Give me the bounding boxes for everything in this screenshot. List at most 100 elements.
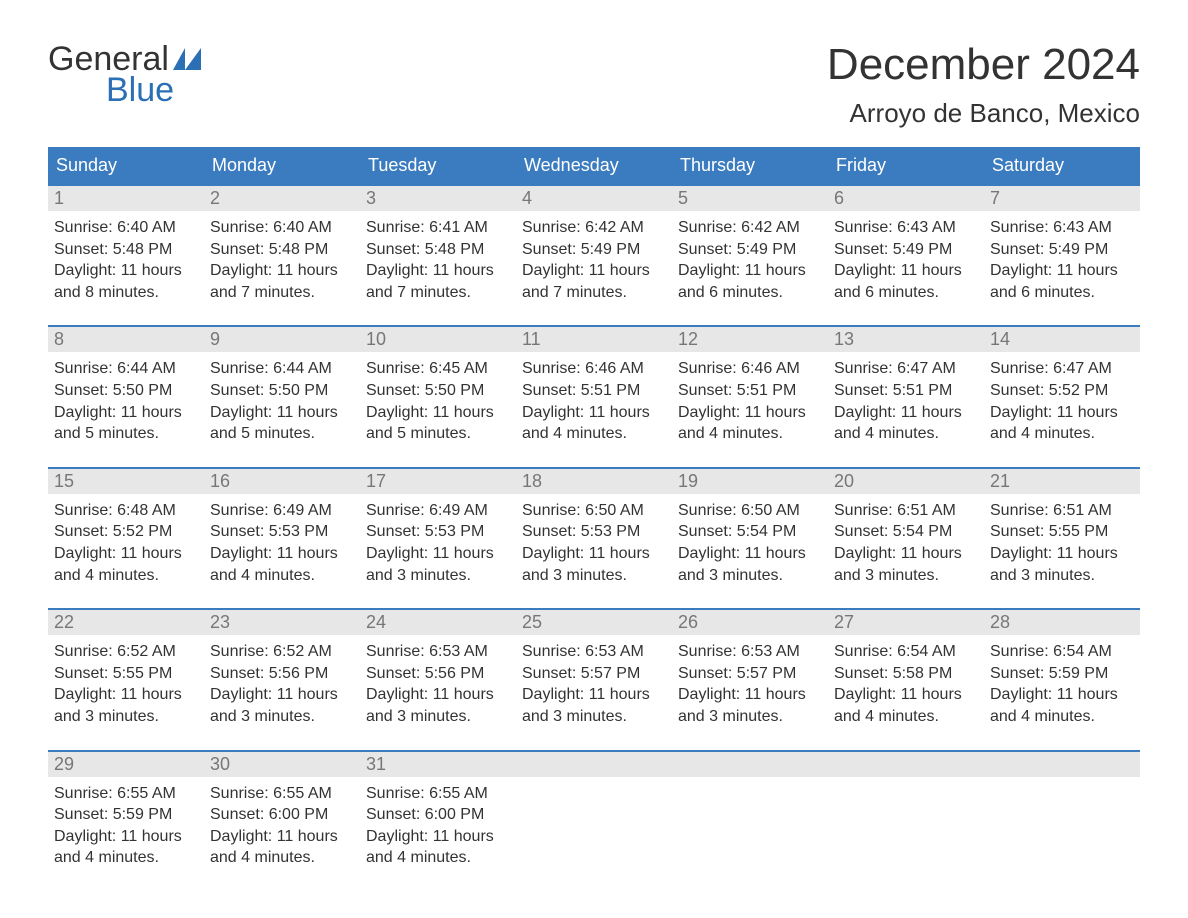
day-number: 7 [984, 186, 1140, 211]
page-title: December 2024 [827, 40, 1140, 90]
day-cell: 18Sunrise: 6:50 AMSunset: 5:53 PMDayligh… [516, 469, 672, 586]
sunset-text: Sunset: 5:51 PM [522, 380, 666, 402]
day-number: 26 [672, 610, 828, 635]
sunset-text: Sunset: 5:52 PM [990, 380, 1134, 402]
sunrise-text: Sunrise: 6:44 AM [54, 358, 198, 380]
daylight-text: Daylight: 11 hours and 7 minutes. [366, 260, 510, 303]
sunrise-text: Sunrise: 6:52 AM [210, 641, 354, 663]
day-number: 8 [48, 327, 204, 352]
logo: General Blue [48, 40, 201, 110]
daylight-text: Daylight: 11 hours and 5 minutes. [54, 402, 198, 445]
sunset-text: Sunset: 5:59 PM [54, 804, 198, 826]
sunset-text: Sunset: 5:49 PM [990, 239, 1134, 261]
sunset-text: Sunset: 5:50 PM [54, 380, 198, 402]
day-cell: 24Sunrise: 6:53 AMSunset: 5:56 PMDayligh… [360, 610, 516, 727]
sunrise-text: Sunrise: 6:46 AM [678, 358, 822, 380]
day-number: 24 [360, 610, 516, 635]
day-body: Sunrise: 6:43 AMSunset: 5:49 PMDaylight:… [984, 211, 1140, 303]
sunset-text: Sunset: 5:57 PM [522, 663, 666, 685]
daylight-text: Daylight: 11 hours and 4 minutes. [54, 826, 198, 869]
sunrise-text: Sunrise: 6:55 AM [210, 783, 354, 805]
day-body: Sunrise: 6:44 AMSunset: 5:50 PMDaylight:… [48, 352, 204, 444]
day-body: Sunrise: 6:44 AMSunset: 5:50 PMDaylight:… [204, 352, 360, 444]
daylight-text: Daylight: 11 hours and 4 minutes. [366, 826, 510, 869]
day-cell: 28Sunrise: 6:54 AMSunset: 5:59 PMDayligh… [984, 610, 1140, 727]
sunset-text: Sunset: 5:48 PM [54, 239, 198, 261]
daylight-text: Daylight: 11 hours and 3 minutes. [54, 684, 198, 727]
sunrise-text: Sunrise: 6:47 AM [990, 358, 1134, 380]
day-cell: 21Sunrise: 6:51 AMSunset: 5:55 PMDayligh… [984, 469, 1140, 586]
day-number: 13 [828, 327, 984, 352]
daylight-text: Daylight: 11 hours and 3 minutes. [678, 684, 822, 727]
day-number: 1 [48, 186, 204, 211]
sunrise-text: Sunrise: 6:55 AM [366, 783, 510, 805]
day-cell: 25 Sunrise: 6:53 AMSunset: 5:57 PMDayligh… [516, 610, 672, 727]
daylight-text: Daylight: 11 hours and 3 minutes. [210, 684, 354, 727]
day-body: Sunrise: 6:55 AMSunset: 6:00 PMDaylight:… [360, 777, 516, 869]
daylight-text: Daylight: 11 hours and 3 minutes. [522, 684, 666, 727]
day-body: Sunrise: 6:51 AMSunset: 5:55 PMDaylight:… [984, 494, 1140, 586]
day-cell: 30Sunrise: 6:55 AMSunset: 6:00 PMDayligh… [204, 752, 360, 869]
day-cell: 9Sunrise: 6:44 AMSunset: 5:50 PMDaylight… [204, 327, 360, 444]
day-cell: 14Sunrise: 6:47 AMSunset: 5:52 PMDayligh… [984, 327, 1140, 444]
daylight-text: Daylight: 11 hours and 4 minutes. [990, 684, 1134, 727]
daylight-text: Daylight: 11 hours and 7 minutes. [522, 260, 666, 303]
sunrise-text: Sunrise: 6:42 AM [678, 217, 822, 239]
daylight-text: Daylight: 11 hours and 4 minutes. [678, 402, 822, 445]
week-row: 1Sunrise: 6:40 AMSunset: 5:48 PMDaylight… [48, 184, 1140, 303]
day-cell: 7Sunrise: 6:43 AMSunset: 5:49 PMDaylight… [984, 186, 1140, 303]
calendar: SundayMondayTuesdayWednesdayThursdayFrid… [48, 147, 1140, 869]
daylight-text: Daylight: 11 hours and 3 minutes. [678, 543, 822, 586]
day-cell: 22Sunrise: 6:52 AMSunset: 5:55 PMDayligh… [48, 610, 204, 727]
day-cell: 11Sunrise: 6:46 AMSunset: 5:51 PMDayligh… [516, 327, 672, 444]
sunset-text: Sunset: 5:48 PM [366, 239, 510, 261]
sunset-text: Sunset: 5:59 PM [990, 663, 1134, 685]
day-cell: 20Sunrise: 6:51 AMSunset: 5:54 PMDayligh… [828, 469, 984, 586]
day-number: 27 [828, 610, 984, 635]
sunset-text: Sunset: 5:53 PM [522, 521, 666, 543]
daylight-text: Daylight: 11 hours and 3 minutes. [834, 543, 978, 586]
day-body: Sunrise: 6:52 AMSunset: 5:56 PMDaylight:… [204, 635, 360, 727]
sunrise-text: Sunrise: 6:51 AM [990, 500, 1134, 522]
day-number [828, 752, 984, 777]
weekday-header: Friday [828, 147, 984, 184]
day-body: Sunrise: 6:46 AMSunset: 5:51 PMDaylight:… [516, 352, 672, 444]
day-number: 16 [204, 469, 360, 494]
sunrise-text: Sunrise: 6:45 AM [366, 358, 510, 380]
day-number [672, 752, 828, 777]
day-cell: 10Sunrise: 6:45 AMSunset: 5:50 PMDayligh… [360, 327, 516, 444]
day-number: 20 [828, 469, 984, 494]
sunset-text: Sunset: 5:49 PM [522, 239, 666, 261]
day-number: 18 [516, 469, 672, 494]
sunset-text: Sunset: 5:50 PM [366, 380, 510, 402]
daylight-text: Daylight: 11 hours and 3 minutes. [366, 684, 510, 727]
day-cell: 13Sunrise: 6:47 AMSunset: 5:51 PMDayligh… [828, 327, 984, 444]
day-body: Sunrise: 6:40 AMSunset: 5:48 PMDaylight:… [48, 211, 204, 303]
weekday-header: Tuesday [360, 147, 516, 184]
day-cell: 3Sunrise: 6:41 AMSunset: 5:48 PMDaylight… [360, 186, 516, 303]
day-body: Sunrise: 6:45 AMSunset: 5:50 PMDaylight:… [360, 352, 516, 444]
day-body: Sunrise: 6:42 AMSunset: 5:49 PMDaylight:… [672, 211, 828, 303]
sunset-text: Sunset: 5:51 PM [834, 380, 978, 402]
day-number: 6 [828, 186, 984, 211]
daylight-text: Daylight: 11 hours and 4 minutes. [210, 826, 354, 869]
day-body: Sunrise: 6:50 AMSunset: 5:53 PMDaylight:… [516, 494, 672, 586]
day-cell: 2Sunrise: 6:40 AMSunset: 5:48 PMDaylight… [204, 186, 360, 303]
sunrise-text: Sunrise: 6:53 AM [678, 641, 822, 663]
day-number: 30 [204, 752, 360, 777]
sunrise-text: Sunrise: 6:53 AM [522, 641, 666, 663]
day-number: 19 [672, 469, 828, 494]
daylight-text: Daylight: 11 hours and 4 minutes. [210, 543, 354, 586]
day-body: Sunrise: 6:48 AMSunset: 5:52 PMDaylight:… [48, 494, 204, 586]
sunset-text: Sunset: 5:52 PM [54, 521, 198, 543]
day-body: Sunrise: 6:40 AMSunset: 5:48 PMDaylight:… [204, 211, 360, 303]
day-cell: 5Sunrise: 6:42 AMSunset: 5:49 PMDaylight… [672, 186, 828, 303]
sunrise-text: Sunrise: 6:55 AM [54, 783, 198, 805]
day-number: 22 [48, 610, 204, 635]
day-cell [516, 752, 672, 869]
sunset-text: Sunset: 6:00 PM [366, 804, 510, 826]
title-block: December 2024 Arroyo de Banco, Mexico [827, 40, 1140, 129]
day-cell: 1Sunrise: 6:40 AMSunset: 5:48 PMDaylight… [48, 186, 204, 303]
day-cell: 29Sunrise: 6:55 AMSunset: 5:59 PMDayligh… [48, 752, 204, 869]
day-number: 25 [516, 610, 672, 635]
